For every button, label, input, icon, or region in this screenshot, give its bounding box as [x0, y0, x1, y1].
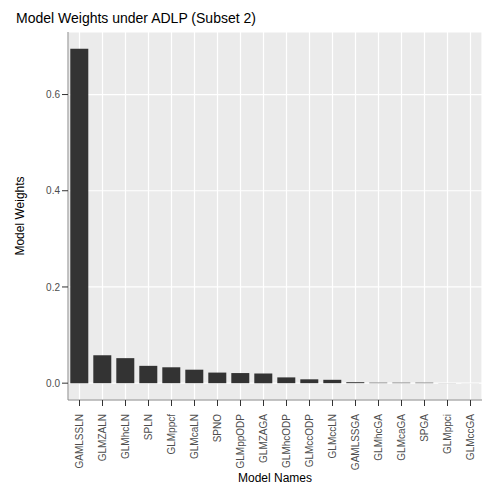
svg-text:SPNO: SPNO: [212, 414, 223, 443]
svg-text:GLMcaGA: GLMcaGA: [396, 414, 407, 461]
svg-text:GLMcaLN: GLMcaLN: [189, 414, 200, 459]
svg-text:GLMppODP: GLMppODP: [235, 414, 246, 469]
svg-text:0.6: 0.6: [46, 89, 60, 100]
svg-text:SPLN: SPLN: [143, 414, 154, 440]
html-text:Model Weights under ADLP (Subs: Model Weights under ADLP (Subset 2): [16, 10, 256, 26]
svg-text:0.2: 0.2: [46, 282, 60, 293]
svg-text:GLMccLN: GLMccLN: [327, 414, 338, 458]
svg-text:SPGA: SPGA: [419, 414, 430, 442]
svg-text:GAMLSSLN: GAMLSSLN: [74, 414, 85, 468]
svg-text:0.4: 0.4: [46, 185, 60, 196]
svg-text:GAMLSSGA: GAMLSSGA: [350, 414, 361, 470]
svg-text:0.0: 0.0: [46, 378, 60, 389]
svg-text:GLMccGA: GLMccGA: [465, 414, 476, 460]
svg-text:GLMZAGA: GLMZAGA: [258, 414, 269, 463]
svg-text:GLMccODP: GLMccODP: [304, 414, 315, 468]
svg-text:GLMhcODP: GLMhcODP: [281, 414, 292, 468]
svg-text:GLMhcGA: GLMhcGA: [373, 414, 384, 461]
svg-text:Model Weights: Model Weights: [13, 176, 27, 255]
svg-text:GLMZALN: GLMZALN: [97, 414, 108, 461]
svg-text:GLMppci: GLMppci: [442, 414, 453, 454]
svg-text:GLMhcLN: GLMhcLN: [120, 414, 131, 459]
svg-text:GLMppcf: GLMppcf: [166, 414, 177, 455]
svg-text:Model Names: Model Names: [238, 471, 312, 485]
